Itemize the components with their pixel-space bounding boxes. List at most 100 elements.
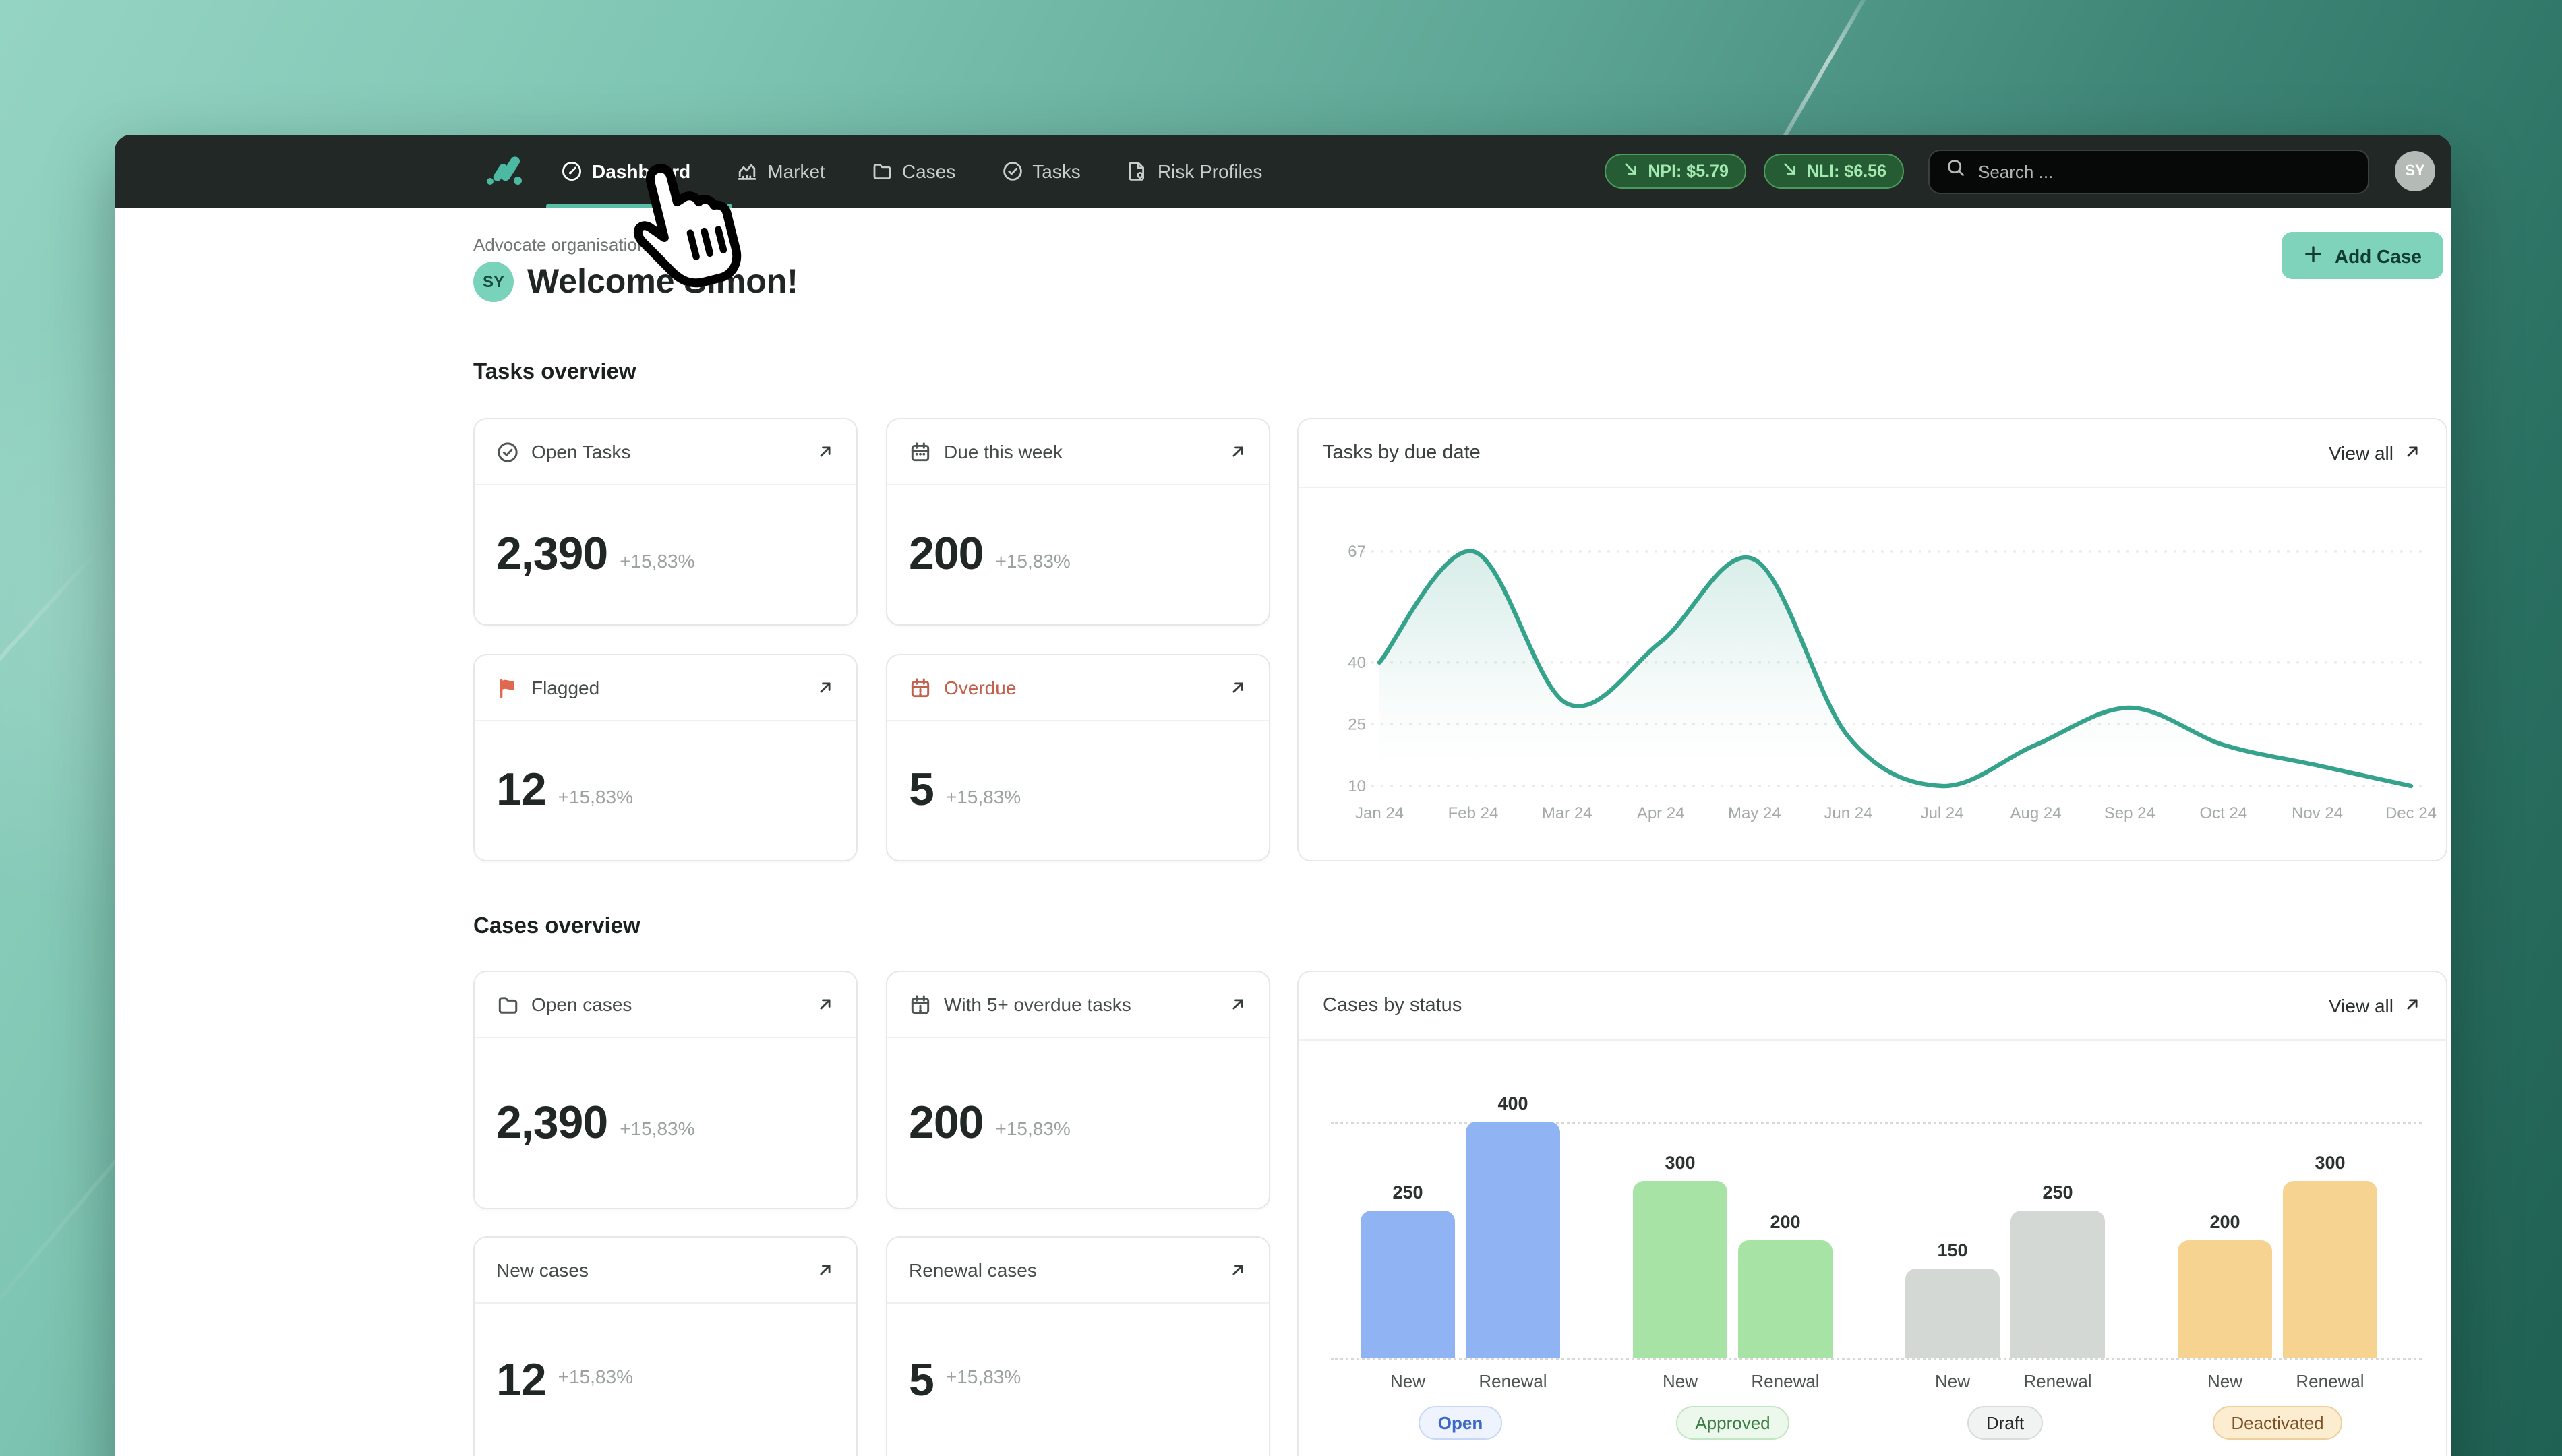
card-header: Open cases	[475, 972, 856, 1038]
card-value: 2,390	[496, 1097, 608, 1148]
card-label: Renewal cases	[909, 1259, 1037, 1281]
arrow-up-right-icon[interactable]	[1228, 678, 1247, 697]
user-avatar[interactable]: SY	[2395, 151, 2435, 191]
legend-cell: Open	[1361, 1406, 1560, 1440]
tasks-icon	[1001, 160, 1023, 182]
card-header: With 5+ overdue tasks	[887, 972, 1269, 1038]
nli-badge[interactable]: NLI: $6.56	[1763, 154, 1904, 189]
card-header: Overdue	[887, 655, 1269, 721]
bar-chart-legend: Open Approved Draft Deactivated	[1361, 1406, 2446, 1440]
stat-card-flagged: Flagged 12 +15,83%	[473, 654, 858, 861]
card-body: 5 +15,83%	[887, 1304, 1269, 1456]
tab-label: Tasks	[1032, 160, 1081, 182]
app-logo-icon[interactable]	[487, 154, 522, 189]
stat-card-open-tasks: Open Tasks 2,390 +15,83%	[473, 418, 858, 626]
tasks-line-chart: 67 40 25 10 Jan 24 Feb 24 Mar 24 Apr 24 May 24 Ju…	[1299, 487, 2446, 860]
npi-badge[interactable]: NPI: $5.79	[1605, 154, 1746, 189]
active-tab-indicator	[546, 203, 732, 208]
stat-card-with-5-overdue-tasks: With 5+ overdue tasks 200 +15,83%	[886, 971, 1270, 1209]
bar-group-open: 250 New 400 Renewal	[1361, 1093, 1560, 1391]
svg-text:Feb 24: Feb 24	[1448, 804, 1499, 822]
trend-down-icon	[1622, 160, 1640, 182]
card-delta: +15,83%	[558, 785, 633, 807]
stat-card-overdue: Overdue 5 +15,83%	[886, 654, 1270, 861]
svg-text:67: 67	[1348, 543, 1366, 561]
card-header: Renewal cases	[887, 1238, 1269, 1304]
bar-group-draft: 150 New 250 Renewal	[1905, 1182, 2105, 1391]
add-case-label: Add Case	[2334, 245, 2422, 266]
arrow-up-right-icon[interactable]	[816, 678, 835, 697]
card-value: 200	[909, 1097, 984, 1148]
svg-text:Jan 24: Jan 24	[1355, 804, 1404, 822]
check-circle-icon	[496, 440, 519, 463]
bar-value-label: 200	[1770, 1211, 1801, 1232]
tab-cases[interactable]: Cases	[871, 160, 955, 182]
arrow-up-right-icon[interactable]	[1228, 1261, 1247, 1279]
add-case-button[interactable]: Add Case	[2282, 232, 2443, 279]
tab-risk-profiles[interactable]: Risk Profiles	[1127, 160, 1262, 182]
svg-text:10: 10	[1348, 777, 1366, 795]
risk-profiles-icon	[1127, 160, 1148, 182]
tasks-section-title: Tasks overview	[473, 360, 636, 384]
card-value: 200	[909, 528, 984, 580]
card-delta: +15,83%	[945, 785, 1021, 807]
svg-text:May 24: May 24	[1728, 804, 1781, 822]
card-body: 5 +15,83%	[887, 721, 1269, 860]
cases-by-status-card: Cases by status View all 250 New 400 Renewa…	[1297, 971, 2447, 1456]
bar-category-label: Renewal	[2023, 1371, 2092, 1391]
card-delta: +15,83%	[945, 1366, 1021, 1387]
arrow-up-right-icon[interactable]	[816, 1261, 835, 1279]
arrow-up-right-icon[interactable]	[1228, 995, 1247, 1014]
search-placeholder: Search ...	[1978, 161, 2054, 181]
bar-value-label: 400	[1497, 1093, 1528, 1114]
view-all-link[interactable]: View all	[2329, 994, 2422, 1017]
bar-value-label: 150	[1937, 1240, 1968, 1261]
arrow-up-right-icon	[2403, 994, 2422, 1017]
calendar-icon	[909, 440, 932, 463]
bar-value-label: 250	[2042, 1182, 2073, 1203]
svg-text:Oct 24: Oct 24	[2199, 804, 2247, 822]
flag-icon	[496, 676, 519, 699]
arrow-up-right-icon[interactable]	[816, 995, 835, 1014]
arrow-up-right-icon[interactable]	[1228, 442, 1247, 461]
gridline-baseline	[1331, 1358, 2422, 1360]
tab-label: Market	[767, 160, 825, 182]
arrow-up-right-icon[interactable]	[816, 442, 835, 461]
bar-draft-new: 150 New	[1905, 1241, 2000, 1391]
view-all-label: View all	[2329, 995, 2393, 1017]
welcome-avatar: SY	[473, 262, 514, 302]
card-delta: +15,83%	[620, 1118, 695, 1139]
svg-text:Sep 24: Sep 24	[2104, 804, 2155, 822]
gridline-400	[1331, 1122, 2422, 1124]
legend-cell: Approved	[1633, 1406, 1833, 1440]
card-body: 12 +15,83%	[475, 721, 856, 860]
bar-category-label: New	[1662, 1371, 1698, 1391]
navbar-right: NPI: $5.79 NLI: $6.56 Search ... SY	[1587, 149, 2435, 193]
bar-value-label: 250	[1392, 1182, 1423, 1203]
tab-tasks[interactable]: Tasks	[1001, 160, 1081, 182]
bar-deactivated-new: 200 New	[2178, 1211, 2272, 1391]
card-delta: +15,83%	[620, 549, 695, 571]
legend-cell: Draft	[1905, 1406, 2105, 1440]
card-header: Open Tasks	[475, 419, 856, 485]
card-body: 2,390 +15,83%	[475, 1038, 856, 1208]
chart-title: Tasks by due date	[1323, 442, 1481, 464]
bar-approved-new: 300 New	[1633, 1152, 1727, 1391]
search-input[interactable]: Search ...	[1928, 149, 2369, 193]
calendar-alert-icon	[909, 676, 932, 699]
page-title: Welcome Simon!	[527, 262, 798, 300]
tab-market[interactable]: Market	[736, 160, 825, 182]
bar-plot-area: 250 New 400 Renewal 300 New 200 Renewal 150 New 25…	[1361, 1093, 2377, 1391]
card-body: 200 +15,83%	[887, 485, 1269, 624]
trend-down-icon	[1781, 160, 1799, 182]
welcome-row: SY Welcome Simon!	[473, 262, 798, 302]
status-badge-draft: Draft	[1967, 1406, 2044, 1440]
market-icon	[736, 160, 758, 182]
tasks-by-due-date-card: Tasks by due date View all 67 40 25 10 Jan 2…	[1297, 418, 2447, 861]
view-all-link[interactable]: View all	[2329, 442, 2422, 464]
card-delta: +15,83%	[995, 549, 1071, 571]
bar-draft-renewal: 250 Renewal	[2010, 1182, 2105, 1391]
bar-category-label: Renewal	[2296, 1371, 2364, 1391]
tab-label: Cases	[901, 160, 956, 182]
